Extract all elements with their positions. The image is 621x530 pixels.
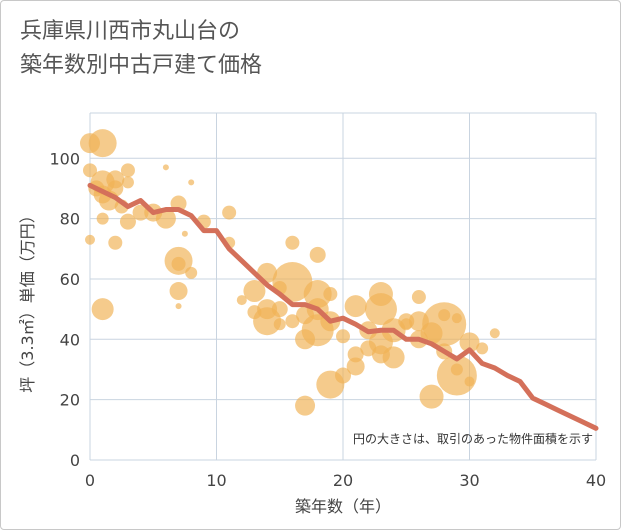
y-tick-label: 80 xyxy=(60,210,80,229)
bubble-point xyxy=(273,318,286,331)
size-note: 円の大きさは、取引のあった物件面積を示す xyxy=(353,431,593,446)
bubble-point xyxy=(285,314,300,329)
bubble-point xyxy=(476,342,489,355)
bubble-point xyxy=(295,395,316,416)
bubble-point xyxy=(119,213,136,230)
x-tick-label: 20 xyxy=(333,471,353,490)
bubble-point xyxy=(344,295,367,318)
bubble-point xyxy=(120,163,135,178)
bubble-point xyxy=(188,179,195,186)
y-tick-labels: 0 20 40 60 80 100 xyxy=(49,149,80,470)
bubble-point xyxy=(83,163,97,178)
bubble-point xyxy=(309,246,326,263)
bubble-point xyxy=(132,204,149,221)
bubble-point xyxy=(96,212,109,225)
bubble-point xyxy=(346,357,365,376)
bubble-point xyxy=(459,332,480,353)
bubble-point xyxy=(91,298,114,321)
bubble-point xyxy=(364,293,397,326)
bubble-point xyxy=(400,318,413,331)
bubble-point xyxy=(271,301,288,318)
bubble-point xyxy=(451,313,462,324)
bubble-point xyxy=(419,384,444,409)
y-tick-label: 40 xyxy=(60,330,80,349)
bubble-point xyxy=(285,235,300,250)
bubble-point xyxy=(88,129,117,158)
bubble-point xyxy=(155,208,176,229)
chart-title-line-2: 築年数別中古戸建て価格 xyxy=(20,53,263,78)
y-tick-label: 100 xyxy=(49,149,80,168)
x-tick-label: 10 xyxy=(206,471,226,490)
x-tick-label: 30 xyxy=(459,471,479,490)
bubble-point xyxy=(464,376,475,387)
x-tick-label: 40 xyxy=(586,471,606,490)
bubble-point xyxy=(247,305,262,320)
bubble-point xyxy=(222,205,237,220)
y-axis-label: 坪（3.3㎡）単価（万円） xyxy=(18,207,37,392)
bubble-point xyxy=(185,266,198,279)
bubble-point xyxy=(243,280,266,303)
bubble-point xyxy=(236,295,247,306)
bubble-point xyxy=(162,164,169,171)
bubble-point xyxy=(323,287,338,302)
bubble-point xyxy=(347,346,364,363)
x-tick-label: 0 xyxy=(85,471,95,490)
bubble-point xyxy=(336,329,350,344)
bubble-point xyxy=(450,363,463,376)
x-tick-labels: 0 10 20 30 40 xyxy=(85,471,606,490)
bubble-point xyxy=(121,176,134,189)
bubble-point xyxy=(436,355,477,396)
bubble-point xyxy=(181,230,188,237)
bubble-point xyxy=(411,290,426,305)
bubble-point xyxy=(108,235,123,250)
x-axis-label: 築年数（年） xyxy=(295,497,391,516)
y-tick-label: 60 xyxy=(60,270,80,289)
bubble-point xyxy=(382,346,405,369)
bubble-point xyxy=(422,302,467,347)
bubble-point xyxy=(438,309,451,322)
bubble-point xyxy=(85,234,95,245)
y-tick-label: 20 xyxy=(60,391,80,410)
bubble-point xyxy=(335,367,351,384)
bubble-point xyxy=(175,303,182,310)
bubble-point xyxy=(489,328,500,339)
y-tick-label: 0 xyxy=(70,451,80,470)
bubble-point xyxy=(171,256,186,271)
chart-title: 兵庫県川西市丸山台の 築年数別中古戸建て価格 xyxy=(20,15,262,83)
chart-title-line-1: 兵庫県川西市丸山台の xyxy=(20,19,241,44)
bubble-point xyxy=(107,180,124,197)
bubble-point xyxy=(272,261,313,302)
bubble-point xyxy=(169,282,188,301)
average-price-line xyxy=(87,182,599,431)
